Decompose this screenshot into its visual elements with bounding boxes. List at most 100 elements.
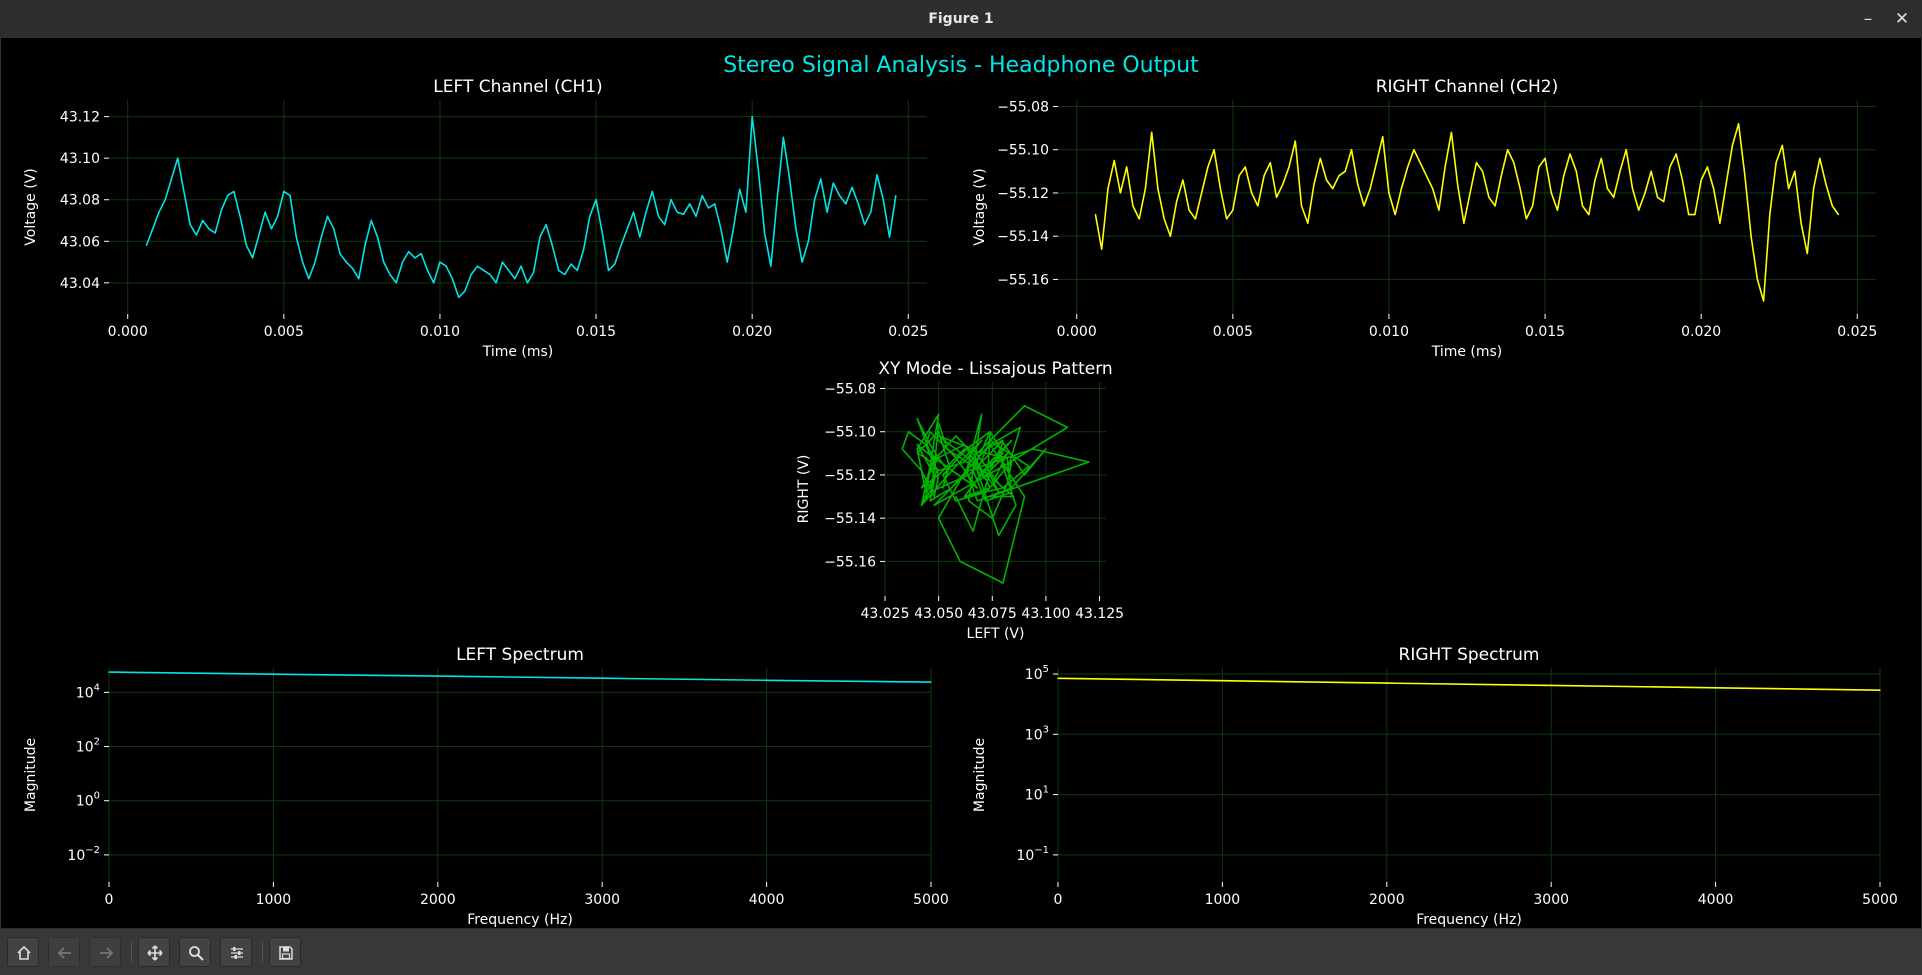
left-time-data-point — [539, 236, 541, 238]
left-time-data-point — [664, 224, 666, 226]
left-time-data-point — [795, 228, 797, 230]
left-time-data-point — [857, 203, 859, 205]
zoom-button[interactable] — [179, 937, 211, 967]
left-time-data-point — [832, 182, 834, 184]
xy-mode-data-point — [965, 470, 968, 472]
left-time-data-point — [401, 261, 404, 263]
right-time-data-point — [1769, 214, 1771, 216]
right-spectrum-data-point — [1221, 680, 1223, 682]
left-time-data-point — [520, 265, 522, 267]
back-button[interactable] — [48, 937, 80, 967]
configure-subplots-button[interactable] — [220, 937, 252, 967]
pan-button[interactable] — [138, 937, 170, 967]
right-time-data-point — [1781, 144, 1783, 146]
left-time-data-point — [145, 244, 148, 246]
right-time-data-point — [1132, 205, 1134, 207]
arrow-left-icon — [57, 947, 71, 959]
left-time-data-point — [514, 278, 516, 280]
left-time-data-point — [439, 261, 441, 263]
forward-button[interactable] — [89, 937, 121, 967]
xy-mode-data-point — [942, 474, 944, 476]
xy-mode-data-point — [938, 413, 940, 415]
right-time-data-point — [1126, 166, 1128, 168]
xy-mode-data-point — [989, 444, 991, 446]
xy-mode-data-point — [1002, 487, 1004, 489]
y-tick-label: 43.04 — [60, 276, 100, 292]
left-time-data-point — [745, 211, 747, 213]
left-time-data-point — [726, 261, 728, 263]
right-time-data-point — [1469, 192, 1471, 194]
figure-canvas[interactable]: Stereo Signal Analysis - Headphone Outpu… — [0, 38, 1922, 928]
xy-mode-data-point — [989, 470, 991, 472]
left-time-data-point — [626, 228, 628, 230]
left-time-data-point — [570, 263, 572, 265]
left-time-data-point — [476, 265, 478, 267]
y-tick-label: 43.10 — [60, 151, 100, 167]
right-time-data-point — [1101, 248, 1103, 250]
left-time-data-point — [720, 228, 722, 230]
x-tick-label: 5000 — [1862, 892, 1898, 908]
xy-mode-data-point — [968, 470, 970, 472]
toolbar-separator — [131, 941, 132, 963]
xy-mode-data-point — [1028, 465, 1030, 467]
xy-mode-data-point — [972, 530, 974, 532]
xy-mode-data-point — [981, 413, 983, 415]
right-time-data-point — [1226, 218, 1228, 220]
y-tick-label: −55.14 — [997, 229, 1049, 245]
right-time-data-point — [1681, 179, 1683, 181]
y-tick-label: −55.08 — [824, 381, 876, 397]
xy-mode-data-point — [925, 491, 927, 493]
left-time-data-point — [164, 199, 166, 201]
home-button[interactable] — [7, 937, 39, 967]
right-time-data-point — [1606, 188, 1609, 190]
left-time-data-point — [389, 273, 391, 276]
y-tick-label: 105 — [1025, 664, 1049, 683]
x-tick-label: 0 — [105, 892, 114, 908]
x-tick-label: 43.100 — [1021, 606, 1070, 622]
right-time-axes: 0.000 0.005 0.010 0.015 0.020 0.025 −55.16 −55.… — [972, 77, 1877, 360]
right-time-data-point — [1251, 192, 1253, 194]
left-time-data-point — [339, 253, 341, 255]
right-time-data-point — [1569, 153, 1571, 155]
left-spectrum-data-point — [272, 673, 274, 675]
right-spectrum-data-point — [1057, 677, 1059, 679]
right-time-data-point — [1700, 179, 1702, 181]
right-time-data-point — [1113, 159, 1115, 162]
right-time-data-point — [1432, 188, 1434, 190]
left-time-data-point — [620, 244, 622, 246]
xy-mode-data-point — [1002, 582, 1004, 584]
right-time-data-point — [1238, 175, 1240, 177]
y-tick-label: −55.08 — [997, 99, 1049, 115]
minimize-button[interactable]: – — [1863, 9, 1873, 29]
right-time-data-point — [1688, 214, 1690, 216]
x-tick-label: 0.000 — [108, 324, 148, 340]
right-time-data-point — [1313, 183, 1315, 185]
left-spectrum-data-point — [601, 677, 603, 679]
left-time-data-point — [614, 263, 616, 265]
right-time-data-point — [1619, 170, 1621, 172]
save-button[interactable] — [269, 937, 301, 967]
left-time-data-point — [376, 236, 379, 238]
xy-mode-data-point — [1032, 448, 1034, 450]
left-time-data-point — [252, 257, 254, 259]
xy-mode-data-point — [1023, 405, 1026, 407]
y-tick-label: 100 — [76, 791, 100, 810]
right-time-data-point — [1563, 175, 1565, 177]
y-tick-label: −55.16 — [824, 554, 876, 570]
left-time-data-point — [770, 265, 772, 267]
right-time-data-point — [1581, 205, 1584, 207]
xy-mode-data-point — [1006, 483, 1008, 485]
y-tick-label: 103 — [1025, 724, 1049, 743]
xy-mode-data-point — [998, 534, 1000, 537]
close-button[interactable]: ✕ — [1894, 9, 1910, 29]
x-tick-label: 3000 — [584, 892, 620, 908]
right-time-data-point — [1538, 166, 1540, 168]
left-time-data-point — [533, 271, 535, 273]
left-time-data-point — [714, 203, 716, 205]
y-tick-label: 101 — [1025, 785, 1049, 804]
x-tick-label: 43.125 — [1075, 606, 1124, 622]
xy-mode-data-point — [1023, 474, 1026, 476]
left-time-data-point — [632, 211, 635, 213]
right-time-data-point — [1151, 131, 1153, 133]
left-time-data-point — [826, 211, 828, 213]
